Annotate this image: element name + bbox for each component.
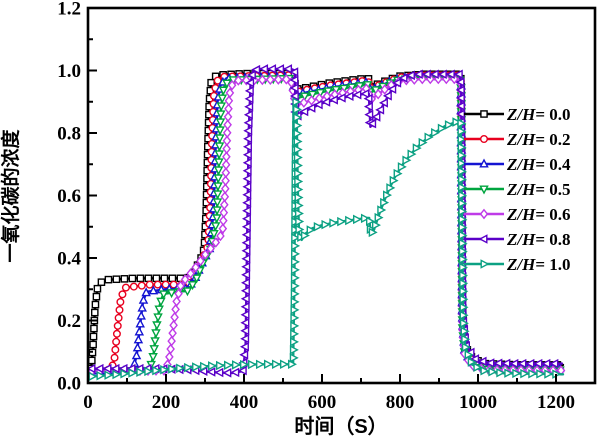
y-axis-title: 一氧化碳的浓度	[0, 129, 22, 263]
legend-entry-4: Z/H= 0.6	[464, 205, 571, 224]
x-tick-label: 1000	[459, 392, 497, 413]
x-tick-label: 400	[230, 392, 259, 413]
legend-entry-2: Z/H= 0.4	[464, 155, 571, 174]
legend-label: Z/H= 0.0	[506, 105, 571, 124]
y-tick-label: 1.0	[57, 61, 81, 82]
legend-entry-5: Z/H= 0.8	[464, 230, 571, 249]
y-tick-label: 1.2	[57, 0, 81, 20]
y-tick-label: 0.0	[57, 374, 81, 395]
legend-label: Z/H= 0.4	[506, 155, 571, 174]
legend-label: Z/H= 0.6	[506, 205, 571, 224]
axes-layer: 0 200 400 600 800 1000 1200 0.0 0.2 0.4 0.6 0.8 1.0 1…	[57, 0, 597, 413]
y-tick-label: 0.8	[57, 124, 81, 145]
legend-label: Z/H= 0.8	[506, 230, 571, 249]
x-tick-label: 600	[308, 392, 337, 413]
y-tick-label: 0.2	[57, 311, 81, 332]
x-tick-label: 0	[83, 392, 93, 413]
series-layer	[87, 64, 566, 382]
y-tick-label: 0.4	[57, 249, 81, 270]
legend-label: Z/H= 1.0	[506, 255, 571, 274]
x-tick-label: 800	[386, 392, 415, 413]
x-axis-title: 时间（S）	[294, 415, 387, 438]
x-tick-label: 200	[152, 392, 181, 413]
legend-entry-1: Z/H= 0.2	[464, 130, 571, 149]
legend: Z/H= 0.0 Z/H= 0.2 Z/H= 0.4 Z/H= 0.5 Z/H= 0.6…	[464, 105, 571, 274]
series-zh-1.0	[87, 97, 565, 382]
legend-label: Z/H= 0.5	[506, 180, 571, 199]
series-markers	[88, 97, 562, 382]
plot-frame	[86, 6, 597, 385]
legend-entry-6: Z/H= 1.0	[464, 255, 571, 274]
x-tick-label: 1200	[537, 392, 575, 413]
y-tick-label: 0.6	[57, 186, 81, 207]
series-markers	[87, 64, 559, 378]
series-zh-0.8	[87, 64, 564, 378]
legend-label: Z/H= 0.2	[506, 130, 571, 149]
legend-entry-3: Z/H= 0.5	[464, 180, 571, 199]
series-zh-0.0	[87, 69, 565, 373]
legend-entry-0: Z/H= 0.0	[464, 105, 571, 124]
